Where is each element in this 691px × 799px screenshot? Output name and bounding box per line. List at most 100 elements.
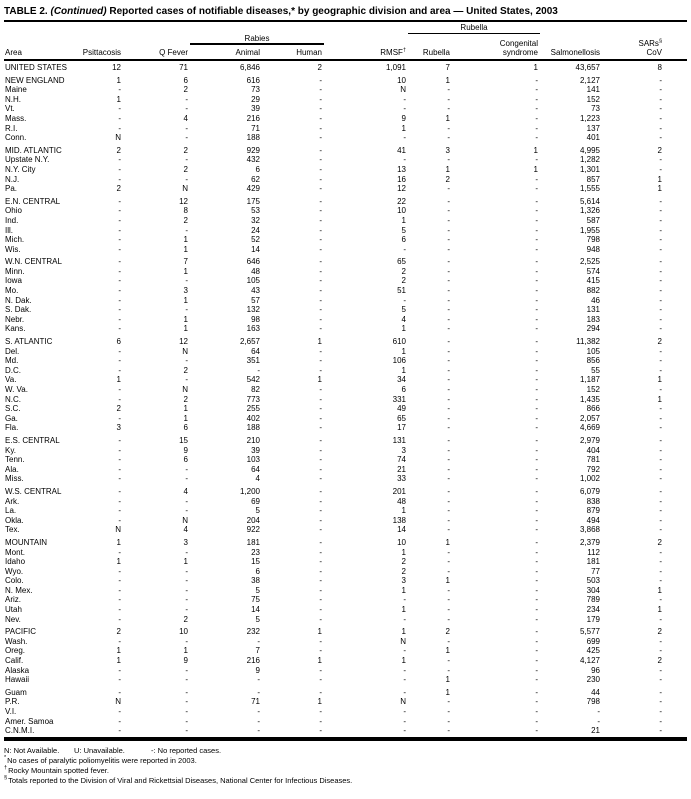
value-cell: - (659, 474, 662, 484)
value-cell: - (659, 164, 662, 174)
value-cell: 44 (591, 687, 600, 697)
col-header-sars-cov: SARs§ CoV (602, 39, 664, 57)
value-cell: - (535, 94, 538, 104)
area-cell: Utah (5, 605, 22, 615)
col-header-rubella: Rubella (422, 48, 450, 57)
value-cell: - (447, 235, 450, 245)
value-cell: 1,187 (579, 375, 600, 385)
table-group: E.S. CENTRAL -15 210-131- -2,979- Ky. -9 39-3-… (4, 436, 687, 484)
header-rule (4, 59, 687, 61)
value-cell: 82 (251, 385, 260, 394)
table-row: Ark. - - 69 - 48 - - 838 - (4, 497, 687, 507)
area-cell: D.C. (5, 365, 21, 375)
value-cell: - (659, 133, 662, 143)
value-cell: - (535, 515, 538, 525)
value-cell: - (535, 455, 538, 465)
value-cell: 23 (251, 547, 260, 557)
value-cell: 2 (657, 337, 662, 347)
value-cell: - (118, 164, 121, 174)
value-cell: - (319, 496, 322, 506)
value-cell: - (118, 566, 121, 576)
table-row: Upstate N.Y. - - 432 - - - - 1,282 - (4, 155, 687, 165)
table-title: TABLE 2. (Continued) Reported cases of n… (4, 5, 687, 18)
value-cell: - (659, 525, 662, 535)
value-cell: - (659, 286, 662, 296)
value-cell: 1 (401, 215, 406, 225)
area-cell: La. (5, 506, 17, 516)
value-cell: 798 (586, 697, 600, 707)
area-cell: Conn. (5, 133, 27, 143)
table-row: S. ATLANTIC 6 12 2,657 1 610 - - 11,382 2 (4, 337, 687, 347)
value-cell: 574 (586, 266, 600, 276)
value-cell: 1 (116, 656, 121, 666)
value-cell: - (535, 286, 538, 296)
table-row: Okla. - N 204 - 138 - - 494 - (4, 516, 687, 526)
value-cell: - (535, 337, 538, 347)
table-row: Hawaii - - - - - 1 - 230 - (4, 675, 687, 685)
value-cell: - (257, 636, 260, 646)
value-cell: - (185, 687, 188, 697)
value-cell: 15 (179, 435, 188, 445)
value-cell: - (535, 646, 538, 656)
value-cell: - (319, 113, 322, 123)
value-cell: - (659, 464, 662, 474)
value-cell: 1 (657, 184, 662, 194)
value-cell: - (319, 404, 322, 414)
area-cell: S. ATLANTIC (5, 337, 53, 347)
value-cell: - (118, 295, 121, 305)
value-cell: 8 (657, 63, 662, 72)
table-row: Utah - - 14 - 1 - - 234 1 (4, 605, 687, 615)
value-cell: 792 (586, 464, 600, 474)
value-cell: - (185, 665, 188, 675)
value-cell: - (403, 716, 406, 726)
value-cell: - (447, 595, 450, 605)
footnote: §Totals reported to the Division of Vira… (4, 775, 353, 785)
value-cell: 798 (586, 235, 600, 245)
title-continued: (Continued) (50, 6, 107, 17)
value-cell: - (535, 155, 538, 165)
value-cell: 2 (401, 276, 406, 286)
sars-footnote-marker: § (658, 38, 662, 45)
value-cell: 7 (255, 646, 260, 656)
value-cell: - (319, 576, 322, 586)
value-cell: - (185, 276, 188, 286)
value-cell: - (185, 464, 188, 474)
table-row: Mass. - 4 216 - 9 1 - 1,223 - (4, 114, 687, 124)
value-cell: - (447, 464, 450, 474)
value-cell: 1 (401, 627, 406, 637)
value-cell: 2 (116, 404, 121, 414)
value-cell: - (319, 506, 322, 516)
value-cell: - (659, 235, 662, 245)
value-cell: 1 (317, 697, 322, 707)
value-cell: - (659, 215, 662, 225)
table-row: E.S. CENTRAL - 15 210 - 131 - - 2,979 - (4, 436, 687, 446)
value-cell: - (535, 324, 538, 334)
value-cell: 6 (255, 164, 260, 174)
area-cell: Nebr. (5, 314, 25, 324)
value-cell: - (319, 707, 322, 716)
value-cell: 5 (255, 506, 260, 516)
table-row: Ala. - - 64 - 21 - - 792 - (4, 465, 687, 475)
area-cell: Wyo. (5, 566, 24, 576)
area-cell: Tenn. (5, 455, 25, 465)
value-cell: - (319, 244, 322, 254)
value-cell: 43 (251, 286, 260, 296)
table-row: W.N. CENTRAL - 7 646 - 65 - - 2,525 - (4, 257, 687, 267)
value-cell: 179 (586, 614, 600, 624)
value-cell: - (185, 474, 188, 484)
table-row: D.C. - 2 - - 1 - - 55 - (4, 366, 687, 376)
value-cell: 2 (401, 266, 406, 276)
value-cell: 773 (246, 394, 260, 404)
value-cell: - (659, 385, 662, 394)
value-cell: 2,979 (579, 435, 600, 445)
value-cell: 9 (183, 445, 188, 455)
table-row: N. Mex. - - 5 - 1 - - 304 1 (4, 586, 687, 596)
table-row: N.H. 1 - 29 - - - - 152 - (4, 95, 687, 105)
area-cell: Ky. (5, 445, 16, 455)
value-cell: - (319, 726, 322, 736)
value-cell: - (659, 665, 662, 675)
value-cell: 2 (657, 656, 662, 666)
value-cell: - (118, 196, 121, 206)
value-cell: 429 (246, 184, 260, 194)
